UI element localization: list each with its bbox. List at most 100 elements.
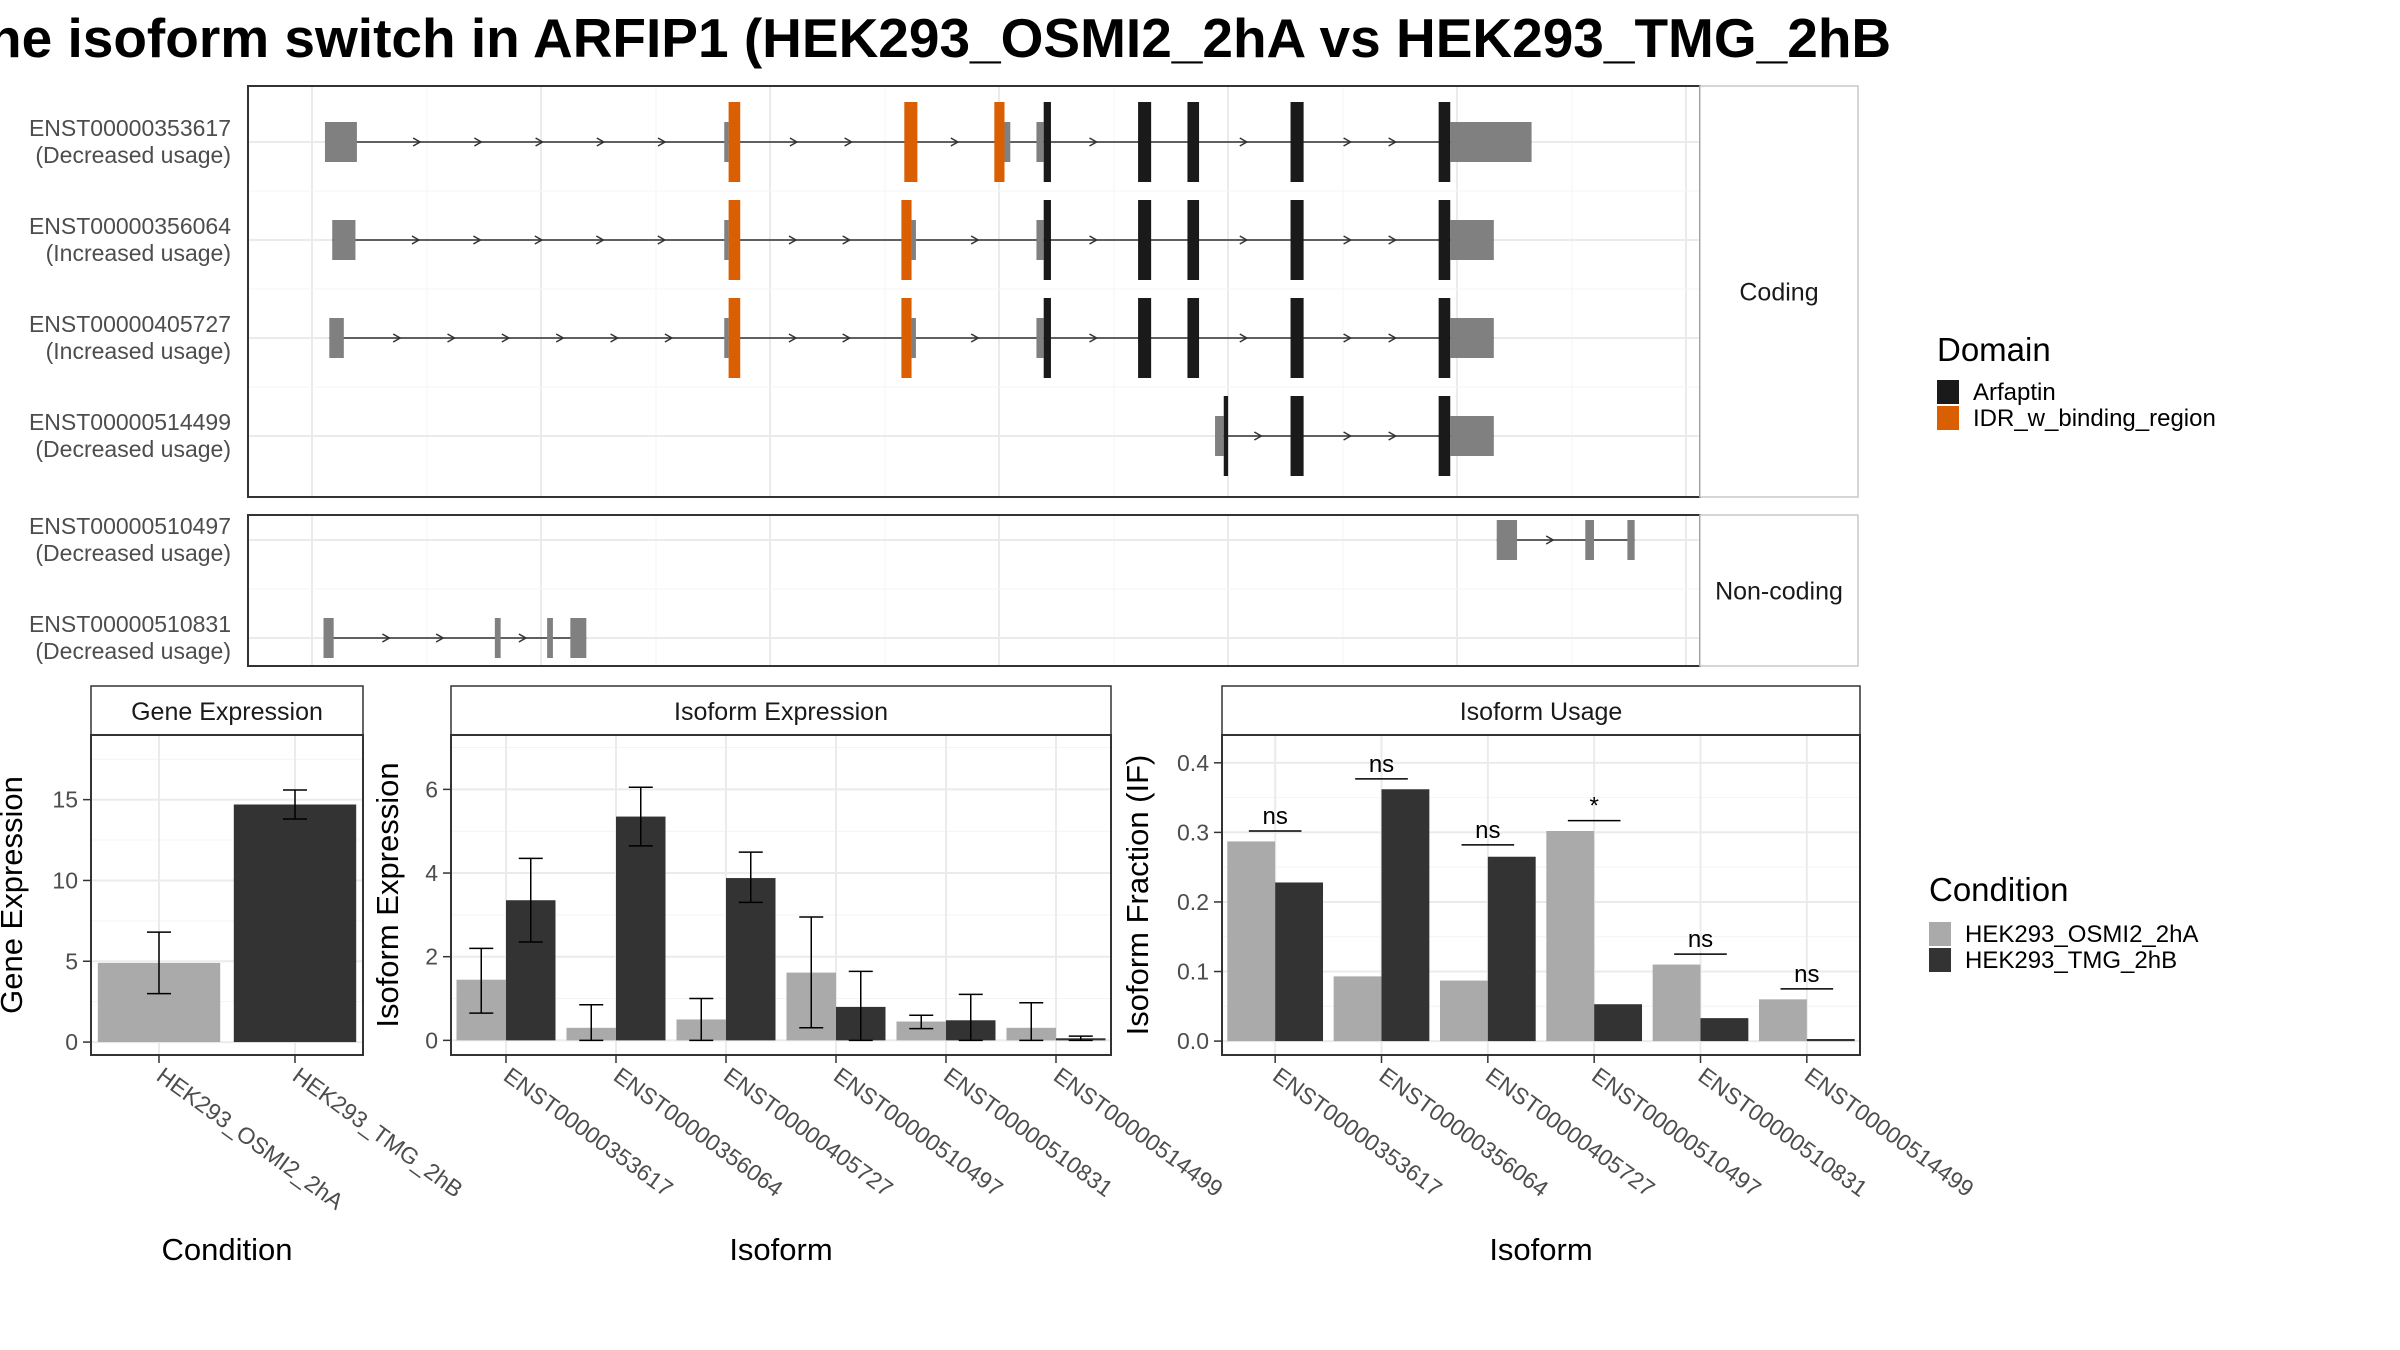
error-bar bbox=[689, 997, 714, 1042]
transcript-id-label: ENST00000356064 bbox=[29, 213, 231, 239]
domain-exon bbox=[1187, 298, 1200, 378]
structure-panel-background bbox=[248, 515, 1700, 666]
exon bbox=[1450, 122, 1532, 162]
significance-annotation: ns bbox=[1780, 961, 1834, 990]
exon bbox=[724, 122, 729, 162]
domain-exon bbox=[1438, 102, 1451, 182]
exon bbox=[1627, 520, 1635, 560]
error-bar bbox=[909, 1014, 934, 1030]
exon bbox=[724, 220, 729, 260]
domain-exon bbox=[901, 200, 912, 280]
structure-panel-coding: ENST00000353617(Decreased usage) ENST0000… bbox=[29, 85, 1859, 498]
direction-arrow bbox=[1089, 137, 1099, 147]
significance-annotation: ns bbox=[1355, 751, 1408, 780]
direction-arrow bbox=[392, 333, 402, 343]
exon bbox=[724, 318, 729, 358]
domain-legend-title: Domain bbox=[1937, 331, 2051, 368]
bar bbox=[1594, 1004, 1643, 1042]
direction-arrow bbox=[1388, 431, 1398, 441]
condition-legend-label: HEK293_TMG_2hB bbox=[1965, 947, 2177, 974]
domain-exon bbox=[1290, 298, 1304, 378]
direction-arrow bbox=[1343, 333, 1353, 343]
panel-strip bbox=[450, 685, 1112, 736]
y-axis-title: Isoform Fraction (IF) bbox=[1120, 755, 1155, 1036]
panel-strip-label: Coding bbox=[1739, 279, 1818, 307]
bar-panel-isoform-usage: Isoform Usage ns ns ns * ns ns 0.0 0.1 0.2 0.3 0.4 E… bbox=[1120, 685, 1979, 1267]
y-tick-label: 0.3 bbox=[1177, 819, 1209, 845]
direction-arrow bbox=[534, 235, 544, 245]
bar bbox=[1652, 964, 1701, 1042]
transcript-usage-label: (Decreased usage) bbox=[35, 142, 231, 168]
transcript-track: ENST00000510831(Decreased usage) bbox=[29, 611, 587, 664]
exon bbox=[1215, 416, 1224, 456]
domain-exon bbox=[728, 102, 741, 182]
direction-arrow bbox=[1388, 333, 1398, 343]
exon bbox=[911, 220, 916, 260]
exon bbox=[332, 220, 356, 260]
direction-arrow bbox=[1253, 431, 1263, 441]
x-tick-label: ENST00000514499 bbox=[1800, 1062, 1979, 1202]
y-tick-label: 0.4 bbox=[1177, 750, 1209, 776]
y-tick-label: 0 bbox=[65, 1029, 78, 1055]
domain-exon bbox=[1438, 396, 1451, 476]
bar bbox=[1546, 831, 1595, 1042]
direction-arrow bbox=[1343, 137, 1353, 147]
domain-exon bbox=[1187, 200, 1200, 280]
plot-border bbox=[1221, 734, 1861, 1056]
direction-arrow bbox=[950, 137, 960, 147]
significance-annotation: * bbox=[1567, 793, 1621, 822]
panel-strip bbox=[1221, 685, 1861, 736]
direction-arrow bbox=[473, 137, 483, 147]
direction-arrow bbox=[788, 235, 798, 245]
chart-title: he isoform switch in ARFIP1 (HEK293_OSMI… bbox=[0, 7, 1891, 69]
direction-arrow bbox=[1388, 235, 1398, 245]
condition-legend-swatch bbox=[1929, 948, 1951, 972]
error-bar bbox=[469, 947, 494, 1014]
transcript-id-label: ENST00000510497 bbox=[29, 513, 231, 539]
direction-arrow bbox=[1239, 137, 1249, 147]
panel-strip bbox=[1699, 514, 1859, 667]
domain-exon bbox=[1043, 102, 1051, 182]
direction-arrow bbox=[501, 333, 511, 343]
direction-arrow bbox=[657, 235, 667, 245]
exon bbox=[1450, 220, 1494, 260]
panel-strip bbox=[1699, 85, 1859, 498]
y-tick-label: 6 bbox=[425, 776, 438, 802]
exon bbox=[1036, 318, 1044, 358]
bar bbox=[1700, 1018, 1749, 1042]
error-bar bbox=[958, 993, 983, 1042]
significance-label: ns bbox=[1794, 961, 1819, 988]
y-tick-label: 2 bbox=[425, 944, 438, 970]
condition-legend-title: Condition bbox=[1929, 871, 2068, 908]
error-bar bbox=[628, 786, 653, 847]
direction-arrow bbox=[788, 333, 798, 343]
direction-arrow bbox=[535, 137, 545, 147]
transcript-track: ENST00000353617(Decreased usage) bbox=[29, 102, 1532, 182]
transcript-track: ENST00000405727(Increased usage) bbox=[29, 298, 1494, 378]
direction-arrow bbox=[842, 333, 852, 343]
transcript-track: ENST00000510497(Decreased usage) bbox=[29, 513, 1635, 566]
bar bbox=[1758, 999, 1807, 1042]
exon bbox=[1036, 220, 1044, 260]
significance-label: ns bbox=[1369, 751, 1394, 778]
bar bbox=[1227, 841, 1276, 1042]
direction-arrow bbox=[789, 137, 799, 147]
domain-exon bbox=[1438, 200, 1451, 280]
exon bbox=[324, 122, 357, 162]
exon bbox=[329, 318, 344, 358]
bar bbox=[233, 804, 357, 1043]
domain-exon bbox=[1438, 298, 1451, 378]
exon bbox=[323, 618, 334, 658]
panel-strip-label: Isoform Expression bbox=[674, 698, 888, 726]
domain-exon bbox=[1290, 200, 1304, 280]
direction-arrow bbox=[447, 333, 457, 343]
y-tick-label: 4 bbox=[425, 860, 438, 886]
domain-exon bbox=[1223, 396, 1229, 476]
significance-label: ns bbox=[1475, 817, 1500, 844]
transcript-usage-label: (Increased usage) bbox=[46, 240, 231, 266]
exon bbox=[1496, 520, 1518, 560]
condition-legend-swatch bbox=[1929, 922, 1951, 946]
bar-panel-isoform-expression: Isoform Expression0246ENST00000353617ENS… bbox=[370, 685, 1228, 1267]
bar bbox=[896, 1021, 946, 1041]
